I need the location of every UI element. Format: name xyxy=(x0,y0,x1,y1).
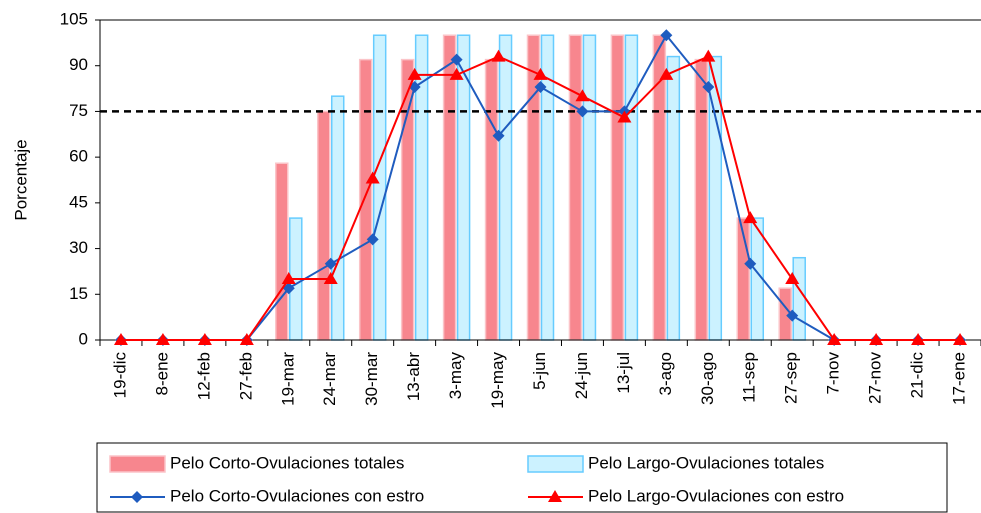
bar xyxy=(358,58,373,341)
marker xyxy=(365,171,380,184)
marker xyxy=(617,110,632,123)
marker xyxy=(491,49,506,62)
bar xyxy=(316,110,331,341)
legend-label: Pelo Corto-Ovulaciones totales xyxy=(170,453,404,472)
x-tick-label: 13-abr xyxy=(404,352,423,401)
marker xyxy=(155,333,170,345)
marker xyxy=(827,333,842,345)
marker xyxy=(113,333,128,345)
x-tick-label: 21-dic xyxy=(908,352,927,399)
marker xyxy=(450,53,463,66)
marker xyxy=(281,272,296,285)
x-tick-label: 19-dic xyxy=(110,352,129,399)
bar xyxy=(372,34,387,341)
x-tick-label: 24-mar xyxy=(320,352,339,406)
bar xyxy=(694,58,709,341)
y-tick-label: 0 xyxy=(79,329,88,348)
legend-marker xyxy=(548,490,562,502)
marker xyxy=(659,67,674,80)
x-tick-label: 17-ene xyxy=(950,352,969,405)
marker xyxy=(323,272,338,285)
marker xyxy=(744,257,757,270)
y-tick-label: 45 xyxy=(69,192,88,211)
bar xyxy=(498,34,513,341)
marker xyxy=(701,49,716,62)
bar xyxy=(582,34,597,341)
line xyxy=(120,55,961,341)
bar xyxy=(792,256,806,341)
bar xyxy=(442,34,457,341)
legend-label: Pelo Largo-Ovulaciones con estro xyxy=(588,486,844,505)
marker xyxy=(702,81,715,94)
x-tick-label: 5-jun xyxy=(530,352,549,390)
x-tick-label: 13-jul xyxy=(614,352,633,394)
legend-swatch xyxy=(109,455,166,473)
marker xyxy=(785,272,800,285)
marker xyxy=(533,67,548,80)
bar xyxy=(330,95,345,341)
marker xyxy=(953,333,968,345)
marker xyxy=(366,233,379,246)
marker xyxy=(492,129,505,142)
bar xyxy=(610,34,625,341)
x-tick-label: 30-mar xyxy=(362,352,381,406)
bar xyxy=(414,34,429,341)
x-tick-label: 24-jun xyxy=(572,352,591,399)
x-tick-label: 27-sep xyxy=(782,352,801,404)
y-tick-label: 30 xyxy=(69,238,88,257)
bar xyxy=(624,34,639,341)
marker xyxy=(575,89,590,102)
marker xyxy=(407,67,422,80)
y-axis-label: Porcentaje xyxy=(11,139,30,220)
marker xyxy=(576,105,589,118)
marker xyxy=(282,282,295,295)
marker xyxy=(743,211,758,224)
bar xyxy=(484,58,499,341)
legend-box xyxy=(96,442,948,513)
x-tick-label: 8-ene xyxy=(152,352,171,395)
legend-swatch xyxy=(527,455,584,473)
marker xyxy=(534,81,547,94)
x-tick-label: 27-feb xyxy=(236,352,255,400)
bar xyxy=(526,34,541,341)
x-tick-label: 30-ago xyxy=(698,352,717,405)
marker xyxy=(197,333,212,345)
marker xyxy=(786,309,799,322)
bar xyxy=(568,34,583,341)
line xyxy=(120,33,961,341)
y-tick-label: 15 xyxy=(69,284,88,303)
y-tick-label: 60 xyxy=(69,147,88,166)
y-tick-label: 75 xyxy=(69,101,88,120)
marker xyxy=(449,67,464,80)
marker xyxy=(660,29,673,42)
x-tick-label: 27-nov xyxy=(866,352,885,404)
marker xyxy=(869,333,884,345)
marker xyxy=(911,333,926,345)
x-tick-label: 3-ago xyxy=(656,352,675,395)
x-tick-label: 11-sep xyxy=(740,352,759,403)
marker xyxy=(239,333,254,345)
x-tick-label: 19-mar xyxy=(278,352,297,406)
legend-label: Pelo Largo-Ovulaciones totales xyxy=(588,453,824,472)
x-tick-label: 7-nov xyxy=(824,352,843,395)
x-tick-label: 12-feb xyxy=(194,352,213,400)
marker xyxy=(324,257,337,270)
bar xyxy=(666,55,681,341)
x-tick-label: 3-may xyxy=(446,352,465,400)
legend-label: Pelo Corto-Ovulaciones con estro xyxy=(170,486,424,505)
y-tick-label: 90 xyxy=(69,55,88,74)
bar xyxy=(275,162,289,341)
x-tick-label: 19-may xyxy=(488,352,507,409)
legend-marker xyxy=(131,491,143,503)
y-tick-label: 105 xyxy=(60,9,88,28)
